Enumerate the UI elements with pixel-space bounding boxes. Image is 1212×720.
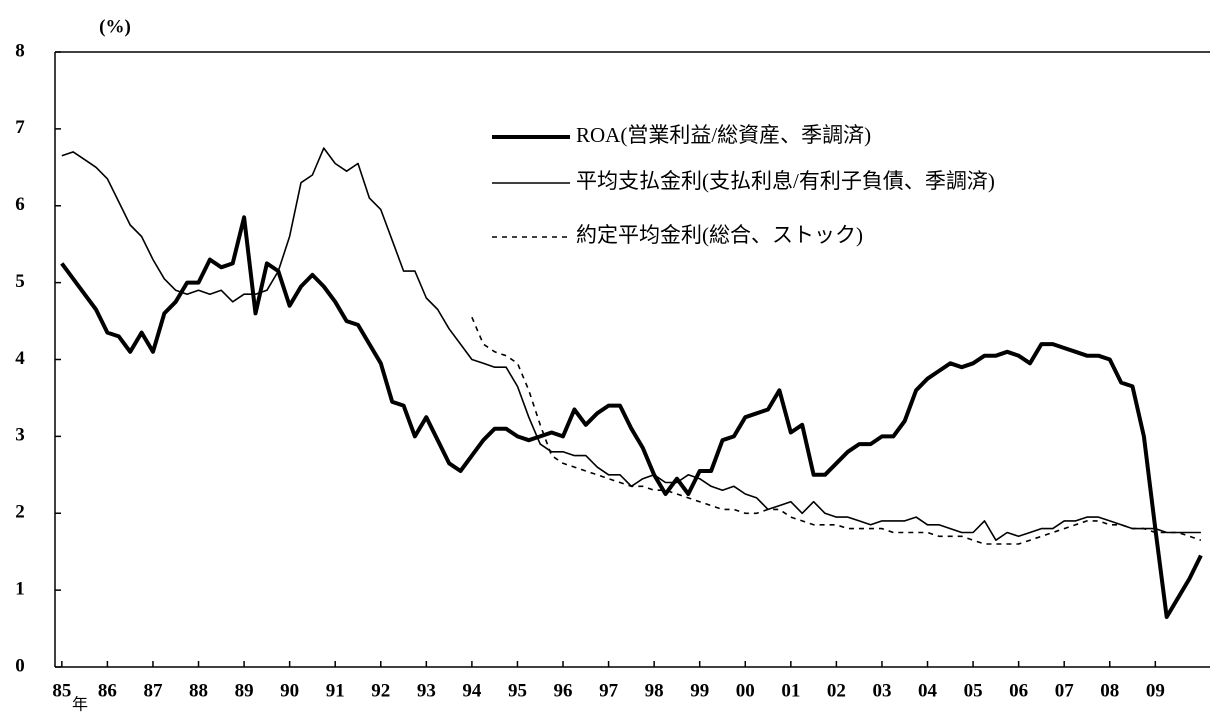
- series-line: [60, 215, 1203, 619]
- x-tick-label: 04: [918, 680, 938, 701]
- x-tick-label: 07: [1055, 680, 1075, 701]
- legend-label: ROA(営業利益/総資産、季調済): [576, 123, 871, 147]
- series-line: [61, 147, 1201, 541]
- x-tick-label: 90: [280, 680, 299, 701]
- legend-label: 平均支払金利(支払利息/有利子負債、季調済): [576, 169, 995, 193]
- x-tick-label: 01: [781, 680, 800, 701]
- x-tick-label: 02: [827, 680, 846, 701]
- x-tick-label: 87: [143, 680, 163, 701]
- x-tick-label: 09: [1146, 680, 1165, 701]
- y-tick-label: 5: [15, 271, 25, 292]
- y-tick-label: 8: [15, 40, 25, 61]
- legend-label: 約定平均金利(総合、ストック): [576, 223, 863, 247]
- y-tick-label: 1: [15, 578, 25, 599]
- y-tick-label: 3: [15, 425, 25, 446]
- x-tick-label: 03: [872, 680, 891, 701]
- x-tick-label: 06: [1009, 680, 1028, 701]
- x-tick-label: 88: [189, 680, 208, 701]
- x-tick-label: 92: [371, 680, 390, 701]
- y-tick-label: 6: [15, 194, 25, 215]
- x-tick-label: 99: [690, 680, 709, 701]
- x-axis-unit: 年: [72, 696, 88, 714]
- x-tick-label: 08: [1100, 680, 1119, 701]
- series-line: [471, 316, 1202, 545]
- x-tick-label: 89: [235, 680, 254, 701]
- x-tick-label: 85: [52, 680, 71, 701]
- x-tick-label: 95: [508, 680, 527, 701]
- x-tick-label: 05: [964, 680, 983, 701]
- y-tick-label: 7: [15, 117, 25, 138]
- y-tick-label: 2: [15, 502, 25, 523]
- x-tick-label: 93: [417, 680, 436, 701]
- x-tick-label: 96: [554, 680, 573, 701]
- x-tick-label: 97: [599, 680, 619, 701]
- x-tick-label: 98: [645, 680, 664, 701]
- x-tick-label: 91: [326, 680, 345, 701]
- y-tick-label: 4: [15, 348, 25, 369]
- x-tick-label: 86: [98, 680, 117, 701]
- y-axis-label: (%): [99, 16, 131, 37]
- y-tick-label: 0: [15, 655, 25, 676]
- x-tick-label: 00: [736, 680, 755, 701]
- x-tick-label: 94: [462, 680, 482, 701]
